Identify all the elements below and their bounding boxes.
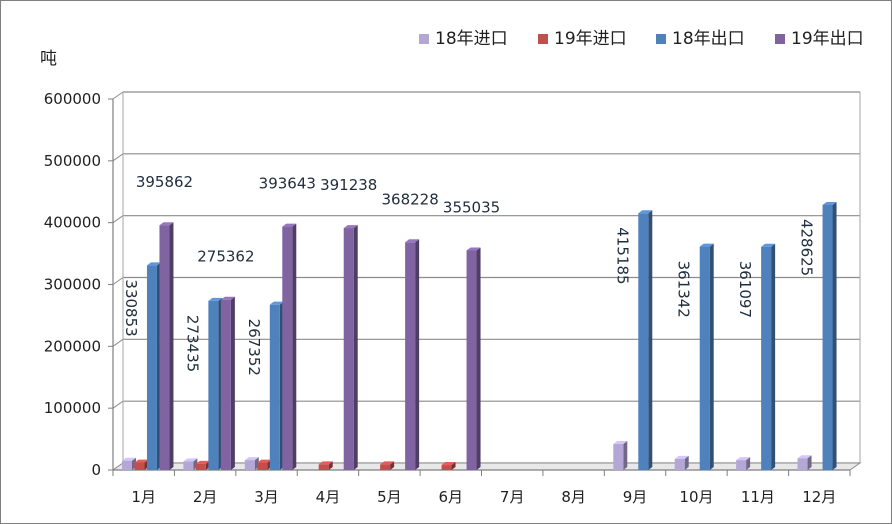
bar bbox=[134, 459, 149, 470]
x-tick-labels: 1月 2月 3月 4月 5月 6月 7月 8月 9月 10月 11月 12月 bbox=[131, 488, 836, 506]
x-tick-label: 5月 bbox=[377, 488, 402, 506]
bar bbox=[638, 210, 653, 470]
bar bbox=[244, 457, 259, 470]
x-tick-label: 1月 bbox=[131, 488, 156, 506]
gridline-depth bbox=[112, 400, 124, 409]
bar bbox=[736, 457, 751, 470]
bar bbox=[269, 301, 284, 470]
x-tick-label: 3月 bbox=[254, 488, 279, 506]
legend-label: 18年进口 bbox=[435, 29, 508, 49]
legend-label: 19年出口 bbox=[791, 29, 864, 49]
bar bbox=[466, 247, 481, 470]
gridline-depth bbox=[112, 215, 124, 224]
bar bbox=[183, 458, 198, 470]
x-tick-label: 6月 bbox=[439, 488, 464, 506]
bar bbox=[146, 262, 161, 470]
y-tick-label: 400000 bbox=[44, 214, 101, 232]
y-tick-label: 300000 bbox=[44, 276, 101, 294]
gridline-depth bbox=[112, 153, 124, 162]
bar bbox=[282, 223, 297, 470]
x-tick-label: 8月 bbox=[561, 488, 586, 506]
legend-entry: 19年出口 bbox=[775, 29, 864, 49]
bar bbox=[343, 225, 358, 470]
data-label: 273435 bbox=[183, 315, 201, 372]
y-axis-label: 吨 bbox=[40, 49, 57, 69]
bar bbox=[613, 441, 628, 470]
legend-entry: 18年进口 bbox=[419, 29, 508, 49]
data-label: 368228 bbox=[381, 190, 438, 208]
bars bbox=[121, 201, 837, 471]
gridline-depth bbox=[112, 338, 124, 347]
legend-label: 19年进口 bbox=[554, 29, 627, 49]
data-label: 391238 bbox=[320, 176, 377, 194]
axes bbox=[108, 92, 862, 476]
y-tick-label: 0 bbox=[91, 461, 101, 479]
bar bbox=[380, 461, 395, 470]
data-label: 393643 bbox=[259, 175, 316, 193]
y-tick-labels: 0 100000 200000 300000 400000 500000 600000 bbox=[44, 90, 101, 479]
data-label: 428625 bbox=[798, 219, 816, 276]
x-tick-label: 11月 bbox=[741, 488, 775, 506]
x-tick-label: 12月 bbox=[802, 488, 836, 506]
legend-entry: 19年进口 bbox=[538, 29, 627, 49]
y-tick-label: 100000 bbox=[44, 399, 101, 417]
legend-swatch bbox=[656, 34, 666, 44]
data-label: 395862 bbox=[136, 173, 193, 191]
y-tick-label: 600000 bbox=[44, 90, 101, 108]
x-tick-label: 9月 bbox=[623, 488, 648, 506]
legend-swatch bbox=[538, 34, 548, 44]
x-tick-label: 4月 bbox=[316, 488, 341, 506]
bar bbox=[208, 297, 223, 470]
x-tick-label: 10月 bbox=[679, 488, 713, 506]
bar bbox=[220, 296, 235, 470]
bar bbox=[441, 462, 456, 470]
data-label: 415185 bbox=[613, 227, 631, 284]
bar bbox=[318, 461, 333, 470]
data-label: 361342 bbox=[675, 261, 693, 318]
x-tick-label: 2月 bbox=[193, 488, 218, 506]
gridline-depth bbox=[112, 277, 124, 285]
data-label: 361097 bbox=[736, 261, 754, 318]
bar bbox=[159, 222, 174, 470]
legend: 18年进口 19年进口 18年出口 19年出口 bbox=[419, 29, 864, 49]
data-label: 275362 bbox=[197, 248, 254, 266]
legend-entry: 18年出口 bbox=[656, 29, 745, 49]
data-label: 355035 bbox=[443, 198, 500, 216]
bar bbox=[405, 239, 420, 470]
legend-swatch bbox=[419, 34, 429, 44]
bar bbox=[257, 459, 272, 470]
data-label: 330853 bbox=[122, 279, 140, 336]
bar bbox=[674, 455, 689, 470]
y-tick-label: 500000 bbox=[44, 152, 101, 170]
legend-label: 18年出口 bbox=[672, 29, 745, 49]
bar bbox=[761, 243, 776, 470]
data-label: 267352 bbox=[245, 319, 263, 376]
gridlines bbox=[112, 91, 860, 471]
bar bbox=[121, 457, 136, 470]
x-tick-label: 7月 bbox=[500, 488, 525, 506]
bar bbox=[699, 243, 714, 470]
legend-swatch bbox=[775, 34, 785, 44]
y-tick-label: 200000 bbox=[44, 337, 101, 355]
bar bbox=[822, 201, 837, 471]
bar bbox=[797, 455, 812, 470]
gridline-depth bbox=[112, 91, 124, 100]
